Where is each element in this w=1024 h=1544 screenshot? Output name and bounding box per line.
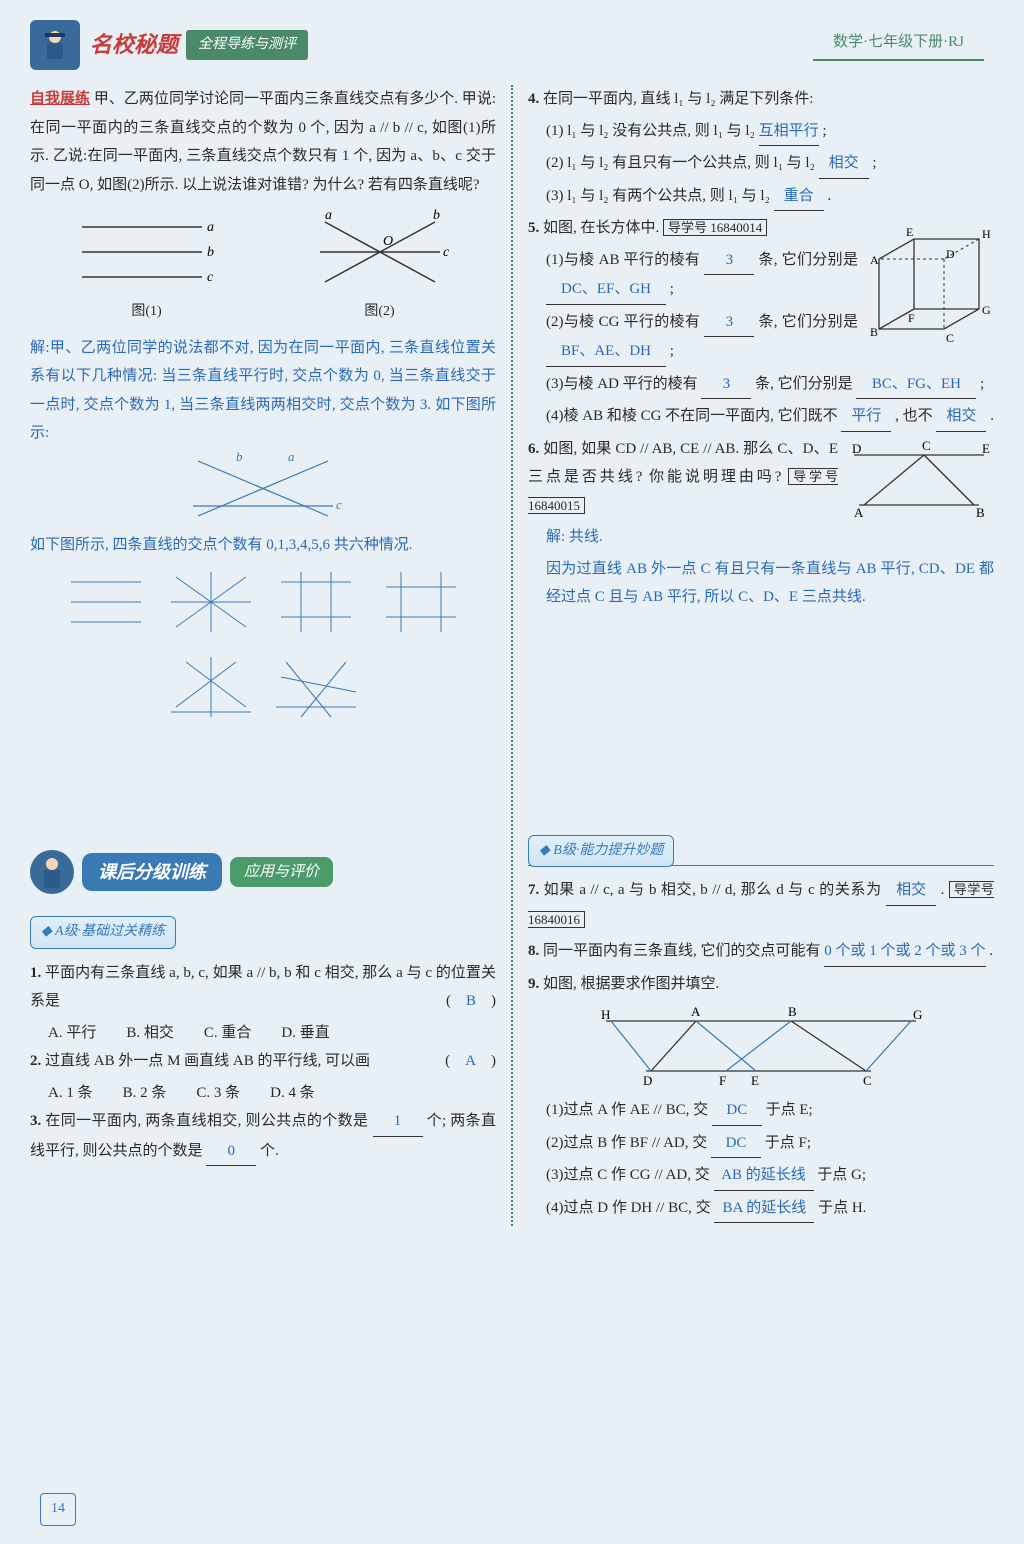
fig2-caption: 图(2) [305,299,455,326]
q9-intro: 9. 如图, 根据要求作图并填空. [528,970,994,999]
q3: 3. 在同一平面内, 两条直线相交, 则公共点的个数是 1 个; 两条直线平行,… [30,1107,496,1166]
q6-figure: D C E A B [844,435,994,525]
q2-answer: ( A ) [445,1047,496,1076]
left-column: 自我展练 甲、乙两位同学讨论同一平面内三条直线交点有多少个. 甲说:在同一平面内… [30,85,496,1226]
solution-1: 解:甲、乙两位同学的说法都不对, 因为在同一平面内, 三条直线位置关系有以下几种… [30,334,496,448]
svg-text:D: D [643,1073,652,1088]
svg-text:G: G [913,1007,922,1022]
guide-tag: 导学号 16840014 [663,219,767,236]
svg-text:D: D [946,247,955,261]
q4-1: (1) l₁ 与 l₂ 没有公共点, 则 l₁ 与 l₂ 互相平行 ; [546,117,994,147]
q7: 7. 如果 a // c, a 与 b 相交, b // d, 那么 d 与 c… [528,876,994,934]
q6-sol-2: 因为过直线 AB 外一点 C 有且只有一条直线与 AB 平行, CD、DE 都经… [546,555,994,612]
svg-text:D: D [852,441,861,456]
section-green-label: 应用与评价 [230,857,333,888]
title-sub: 全程导练与测评 [186,30,308,61]
cuboid-figure: A D B C E H F G [864,214,994,364]
svg-text:a: a [325,208,332,223]
level-b-band: ◆ B级·能力提升妙题 [528,835,674,868]
section-char-icon [30,850,74,894]
svg-text:a: a [288,451,295,464]
q1-options: A. 平行 B. 相交 C. 重合 D. 垂直 [48,1019,496,1048]
logo-icon [30,20,80,70]
diamond-icon: ◆ [539,843,550,858]
svg-text:C: C [922,438,931,453]
column-divider [511,85,513,1226]
sol-fig-grid [60,567,466,722]
diamond-icon: ◆ [41,924,52,939]
q4-2: (2) l₁ 与 l₂ 有且只有一个公共点, 则 l₁ 与 l₂ 相交 ; [546,149,994,179]
svg-text:b: b [433,208,440,223]
q6-sol-1: 解: 共线. [546,523,994,552]
svg-text:c: c [443,245,450,260]
svg-text:c: c [336,497,342,512]
selftrain-para: 自我展练 甲、乙两位同学讨论同一平面内三条直线交点有多少个. 甲说:在同一平面内… [30,85,496,199]
svg-text:O: O [383,234,393,249]
svg-text:G: G [982,303,991,317]
svg-text:E: E [982,441,990,456]
svg-text:C: C [946,331,954,345]
title-main: 名校秘题 [90,24,178,66]
svg-text:E: E [751,1073,759,1088]
q9-3: (3)过点 C 作 CG // AD, 交 AB 的延长线 于点 G; [546,1161,994,1191]
svg-text:b: b [207,245,214,260]
svg-text:A: A [870,253,879,267]
svg-text:b: b [236,451,243,464]
selftrain-label: 自我展练 [30,91,90,107]
svg-text:C: C [863,1073,872,1088]
right-column: 4. 在同一平面内, 直线 l₁ 与 l₂ 满足下列条件: (1) l₁ 与 l… [528,85,994,1226]
section-blue-label: 课后分级训练 [82,853,222,891]
figure-1: a b c 图(1) [72,207,222,326]
q2-options: A. 1 条 B. 2 条 C. 3 条 D. 4 条 [48,1079,496,1108]
section-header: 课后分级训练 应用与评价 [30,850,496,894]
svg-text:B: B [870,325,878,339]
svg-text:F: F [908,311,915,325]
page-header: 名校秘题 全程导练与测评 数学·七年级下册·RJ [30,20,994,70]
q1: 1. 平面内有三条直线 a, b, c, 如果 a // b, b 和 c 相交… [30,959,496,1016]
svg-text:c: c [207,270,214,285]
q8: 8. 同一平面内有三条直线, 它们的交点可能有 0 个或 1 个或 2 个或 3… [528,937,994,967]
q9-2: (2)过点 B 作 BF // AD, 交 DC 于点 F; [546,1129,994,1159]
svg-text:F: F [719,1073,726,1088]
subject-label: 数学·七年级下册·RJ [813,28,984,61]
svg-text:A: A [854,505,864,520]
q6-block: D C E A B 6. 如图, 如果 CD // AB, CE // AB. … [528,435,994,612]
q9-1: (1)过点 A 作 AE // BC, 交 DC 于点 E; [546,1096,994,1126]
page-number: 14 [40,1493,76,1526]
q9-4: (4)过点 D 作 DH // BC, 交 BA 的延长线 于点 H. [546,1194,994,1224]
figure-2: a b c O 图(2) [305,207,455,326]
q1-answer: ( B ) [446,987,496,1016]
figure-row-1: a b c 图(1) a b c O 图(2) [30,207,496,326]
svg-text:B: B [788,1004,797,1019]
q5-block: A D B C E H F G 5. 如图, 在长方体中. 导学号 168400… [528,214,994,432]
q9-figure: H A B G D F E C [528,1001,994,1096]
q4: 4. 在同一平面内, 直线 l₁ 与 l₂ 满足下列条件: [528,85,994,114]
svg-text:A: A [691,1004,701,1019]
sol-fig-1: b a c [30,451,496,531]
solution-2: 如下图所示, 四条直线的交点个数有 0,1,3,4,5,6 共六种情况. [30,531,496,560]
q2: 2. 过直线 AB 外一点 M 画直线 AB 的平行线, 可以画 ( A ) [30,1047,496,1076]
selftrain-text: 甲、乙两位同学讨论同一平面内三条直线交点有多少个. 甲说:在同一平面内的三条直线… [30,91,496,193]
svg-text:H: H [601,1007,610,1022]
svg-text:a: a [207,220,214,235]
svg-text:H: H [982,227,991,241]
q4-3: (3) l₁ 与 l₂ 有两个公共点, 则 l₁ 与 l₂ 重合 . [546,182,994,212]
svg-text:B: B [976,505,985,520]
svg-text:E: E [906,225,913,239]
fig1-caption: 图(1) [72,299,222,326]
level-a-band: ◆ A级·基础过关精练 [30,916,176,949]
